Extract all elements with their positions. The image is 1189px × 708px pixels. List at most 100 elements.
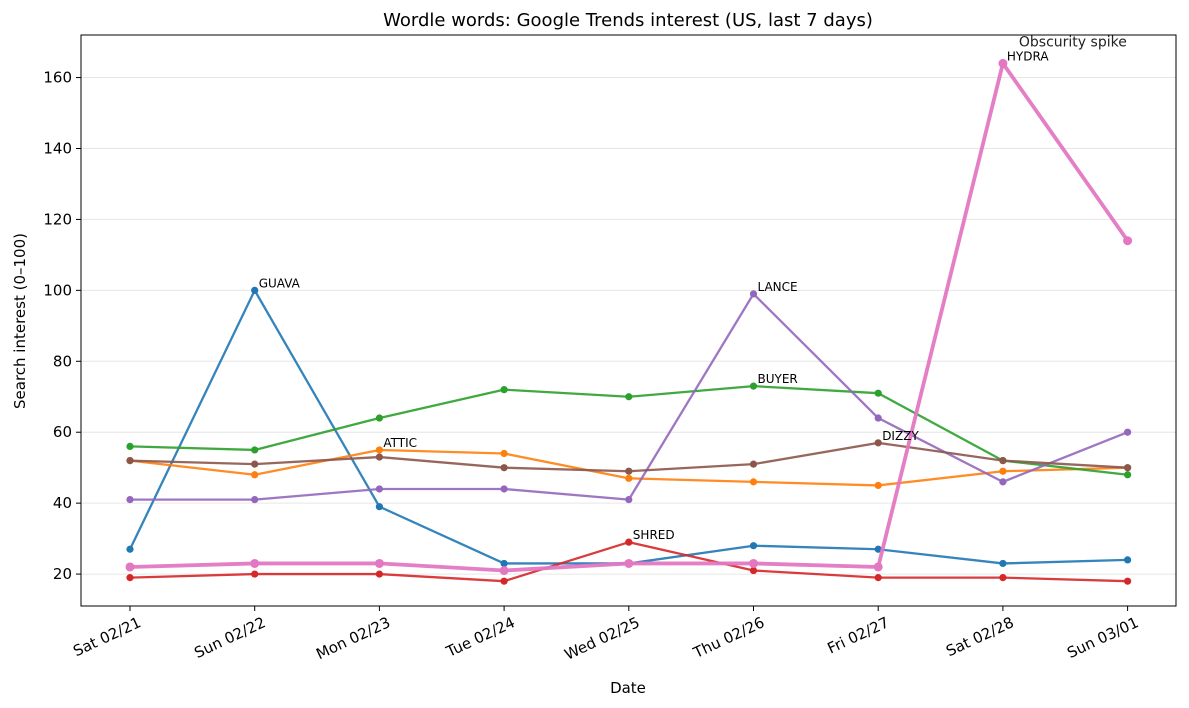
data-point [125,562,135,572]
series-layer [125,58,1133,585]
data-point [749,566,758,575]
data-point [251,496,259,504]
chart-title: Wordle words: Google Trends interest (US… [383,10,873,31]
data-point [500,449,508,458]
series-6 [125,58,1133,576]
data-point [500,464,508,472]
data-point [1124,556,1132,564]
x-tick-label: Sun 03/01 [1064,613,1141,662]
data-point [251,471,259,479]
series-line [128,61,1130,573]
x-tick-label: Fri 02/27 [825,613,892,657]
y-tick-label: 40 [53,494,72,512]
y-axis-label: Search interest (0–100) [11,233,29,409]
data-point [126,442,134,451]
data-point [749,460,758,468]
y-tick-label: 160 [43,69,72,87]
data-point [375,446,383,454]
data-point [999,456,1007,465]
data-point [874,574,882,582]
series-0 [126,286,1132,568]
plot-frame [80,34,1177,607]
data-point [999,574,1007,582]
annotations: GUAVA ATTIC SHRED LANCE BUYER DIZZY HYDRAObscu… [259,34,1127,542]
annotation-label: LANCE [758,280,798,294]
data-point [1124,577,1132,585]
annotation-label: BUYER [758,372,798,386]
data-point [874,439,882,447]
annotation-label: GUAVA [259,276,301,290]
data-point [1124,464,1132,472]
data-point [375,485,383,493]
series-4 [126,290,1132,504]
y-tick-label: 140 [43,139,72,157]
data-point [625,393,633,401]
data-point [500,485,508,493]
series-5 [126,439,1132,475]
x-tick-label: Tue 02/24 [443,613,518,661]
data-point [500,559,508,568]
data-point [251,570,259,578]
data-point [126,456,134,465]
data-point [251,286,259,294]
callout-label: Obscurity spike [1019,34,1127,50]
data-point [749,478,758,486]
y-tick-label: 20 [53,565,72,583]
y-axis: 20 40 60 80 100 120 140 160 [43,69,81,583]
data-point [126,545,134,553]
x-tick-label: Sat 02/21 [70,613,143,660]
data-point [873,562,883,572]
data-point [1123,236,1133,246]
data-point [874,545,882,553]
data-point [998,58,1008,68]
x-axis: Sat 02/21 Sun 02/22 Mon 02/23 Tue 02/24 Wed … [70,606,1141,664]
data-point [625,538,633,546]
x-tick-label: Mon 02/23 [313,613,393,663]
data-point [625,467,633,475]
data-point [625,496,633,504]
gridlines [81,77,1176,575]
data-point [250,558,260,568]
y-tick-label: 60 [53,423,72,441]
series-line [128,289,1129,565]
data-point [251,446,259,454]
annotation-label: DIZZY [882,429,919,443]
annotation-label: HYDRA [1007,49,1049,63]
data-point [500,386,508,394]
data-point [375,453,383,461]
x-tick-label: Sat 02/28 [943,613,1016,660]
data-point [999,559,1007,568]
data-point [999,467,1007,475]
data-point [749,290,758,298]
annotation-label: SHRED [633,528,675,542]
data-point [126,574,134,582]
x-tick-label: Sun 02/22 [191,613,268,662]
x-tick-label: Wed 02/25 [562,613,643,663]
x-tick-label: Thu 02/26 [690,613,768,662]
data-point [999,478,1007,486]
x-axis-label: Date [610,679,646,697]
data-point [500,577,508,585]
y-tick-label: 80 [53,352,72,370]
data-point [749,542,758,550]
data-point [375,570,383,578]
data-point [625,474,633,482]
data-point [1124,428,1132,436]
annotation-label: ATTIC [383,436,417,450]
y-tick-label: 100 [43,281,72,299]
data-point [375,414,383,422]
y-tick-label: 120 [43,210,72,228]
data-point [624,558,634,568]
data-point [499,566,509,576]
series-3 [126,538,1132,585]
data-point [874,481,882,490]
data-point [375,503,383,511]
data-point [874,389,882,397]
data-point [874,414,882,422]
data-point [126,496,134,504]
data-point [374,558,384,568]
data-point [749,558,758,568]
data-point [251,460,259,468]
